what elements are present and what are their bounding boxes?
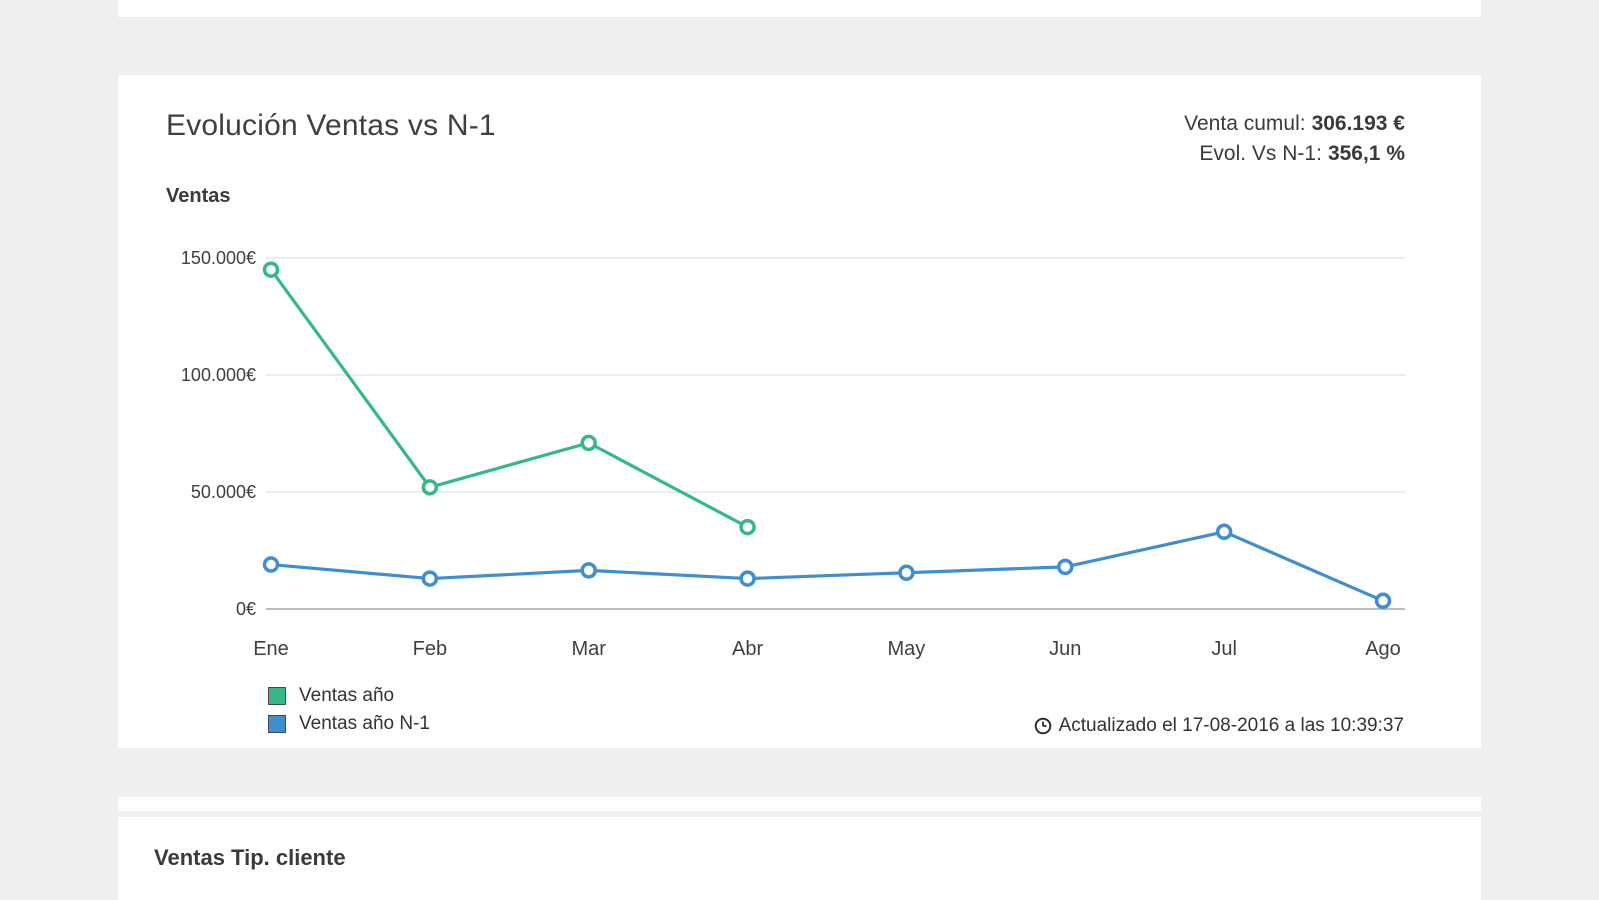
data-point-marker[interactable]: [262, 261, 280, 278]
data-point-marker[interactable]: [1374, 592, 1392, 610]
data-point-marker[interactable]: [739, 518, 756, 536]
kpi-stats: Venta cumul: 306.193 € Evol. Vs N-1: 356,1…: [1184, 109, 1405, 169]
sales-line-chart: 150.000€ 100.000€ 50.000€ 0€ Ene Feb Mar Abr May…: [181, 248, 1405, 660]
card-header: Evolución Ventas vs N-1 Venta cumul: 306.…: [118, 75, 1481, 169]
stat-venta-cumul-value: 306.193 €: [1311, 112, 1405, 135]
y-axis-tick: 150.000€: [181, 248, 256, 268]
x-axis-tick: Ago: [1365, 638, 1401, 660]
legend-label-ventas-ano: Ventas año: [299, 685, 395, 706]
clock-icon: [1034, 717, 1051, 735]
y-axis-title: Ventas: [166, 185, 231, 207]
card-title: Evolución Ventas vs N-1: [166, 109, 496, 142]
divider-strip: [118, 797, 1481, 811]
y-axis-tick: 50.000€: [191, 482, 256, 502]
x-axis-tick: Abr: [732, 638, 763, 660]
data-point-marker[interactable]: [739, 570, 756, 587]
y-axis-tick: 100.000€: [181, 365, 256, 385]
data-point-marker[interactable]: [1215, 523, 1233, 541]
legend-item-ventas-ano-n1[interactable]: Ventas año N-1: [268, 710, 430, 738]
updated-timestamp: Actualizado el 17-08-2016 a las 10:39:37: [1034, 715, 1404, 737]
ventas-tip-cliente-title: Ventas Tip. cliente: [154, 845, 346, 870]
y-axis-tick: 0€: [236, 599, 256, 619]
data-point-marker[interactable]: [421, 570, 439, 587]
stat-evol-vs-n1-label: Evol. Vs N-1:: [1199, 142, 1322, 165]
stat-evol-vs-n1-value: 356,1 %: [1327, 142, 1405, 165]
legend-swatch-blue: [268, 715, 286, 733]
data-point-marker[interactable]: [1057, 558, 1074, 576]
updated-text: Actualizado el 17-08-2016 a las 10:39:37: [1058, 715, 1404, 736]
stat-evol-vs-n1: Evol. Vs N-1: 356,1 %: [1184, 139, 1405, 169]
stat-venta-cumul-label: Venta cumul:: [1184, 112, 1306, 135]
evolucion-ventas-card: Evolución Ventas vs N-1 Venta cumul: 306.…: [118, 75, 1481, 748]
line-series: [269, 530, 1385, 603]
x-axis-tick: Jul: [1211, 638, 1237, 660]
legend-item-ventas-ano[interactable]: Ventas año: [268, 682, 430, 710]
data-point-marker[interactable]: [421, 479, 439, 496]
previous-card-bottom: [118, 0, 1481, 17]
x-axis-tick: Mar: [571, 638, 606, 660]
legend-label-ventas-ano-n1: Ventas año N-1: [299, 713, 430, 734]
x-axis-tick: Jun: [1049, 638, 1081, 660]
stat-venta-cumul: Venta cumul: 306.193 €: [1184, 109, 1405, 139]
line-series: [269, 268, 750, 529]
ventas-tip-cliente-card: Ventas Tip. cliente: [118, 817, 1481, 900]
data-point-marker[interactable]: [898, 564, 915, 581]
legend-swatch-green: [268, 687, 286, 705]
data-point-marker[interactable]: [580, 434, 597, 452]
data-point-marker[interactable]: [580, 562, 597, 579]
x-axis-tick: Ene: [253, 638, 289, 660]
x-axis-tick: Feb: [413, 638, 447, 660]
x-axis-tick: May: [888, 638, 926, 660]
chart-legend: Ventas año Ventas año N-1: [268, 682, 430, 738]
data-point-marker[interactable]: [262, 556, 280, 573]
